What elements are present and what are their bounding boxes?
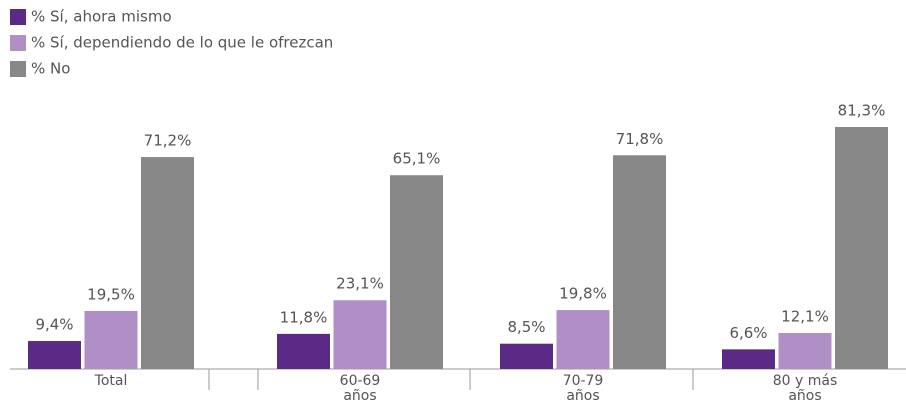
value-label: 12,1% <box>781 307 829 325</box>
value-label: 8,5% <box>507 318 545 336</box>
legend-label: % No <box>31 60 70 78</box>
x-tick-label: 60-69 años <box>339 373 381 404</box>
value-label: 71,2% <box>144 132 192 150</box>
bar <box>390 175 443 369</box>
value-label: 19,5% <box>87 285 135 303</box>
legend-label: % Sí, dependiendo de lo que le ofrezcan <box>31 34 333 52</box>
bar <box>722 349 775 369</box>
bar <box>141 157 194 369</box>
value-label: 23,1% <box>336 275 384 293</box>
value-label: 19,8% <box>559 285 607 303</box>
bar <box>613 155 666 369</box>
x-tick-label: 80 y más años <box>772 373 838 404</box>
bar <box>277 333 330 369</box>
legend-swatch <box>10 61 26 77</box>
x-tick-label: 70-79 años <box>562 373 604 404</box>
bar <box>500 343 553 369</box>
value-label: 65,1% <box>393 150 441 168</box>
bar <box>556 310 610 369</box>
legend-label: % Sí, ahora mismo <box>31 8 172 26</box>
bar <box>778 332 832 369</box>
legend-swatch <box>10 35 26 51</box>
value-label: 71,8% <box>616 130 664 148</box>
bar <box>84 310 138 369</box>
value-label: 9,4% <box>35 316 73 334</box>
legend-swatch <box>10 9 26 25</box>
value-label: 6,6% <box>729 324 767 342</box>
bar <box>28 341 81 369</box>
x-tick-label: Total <box>94 373 128 389</box>
bar <box>333 300 387 369</box>
value-label: 81,3% <box>838 102 886 120</box>
bar <box>835 127 888 369</box>
value-label: 11,8% <box>280 308 328 326</box>
